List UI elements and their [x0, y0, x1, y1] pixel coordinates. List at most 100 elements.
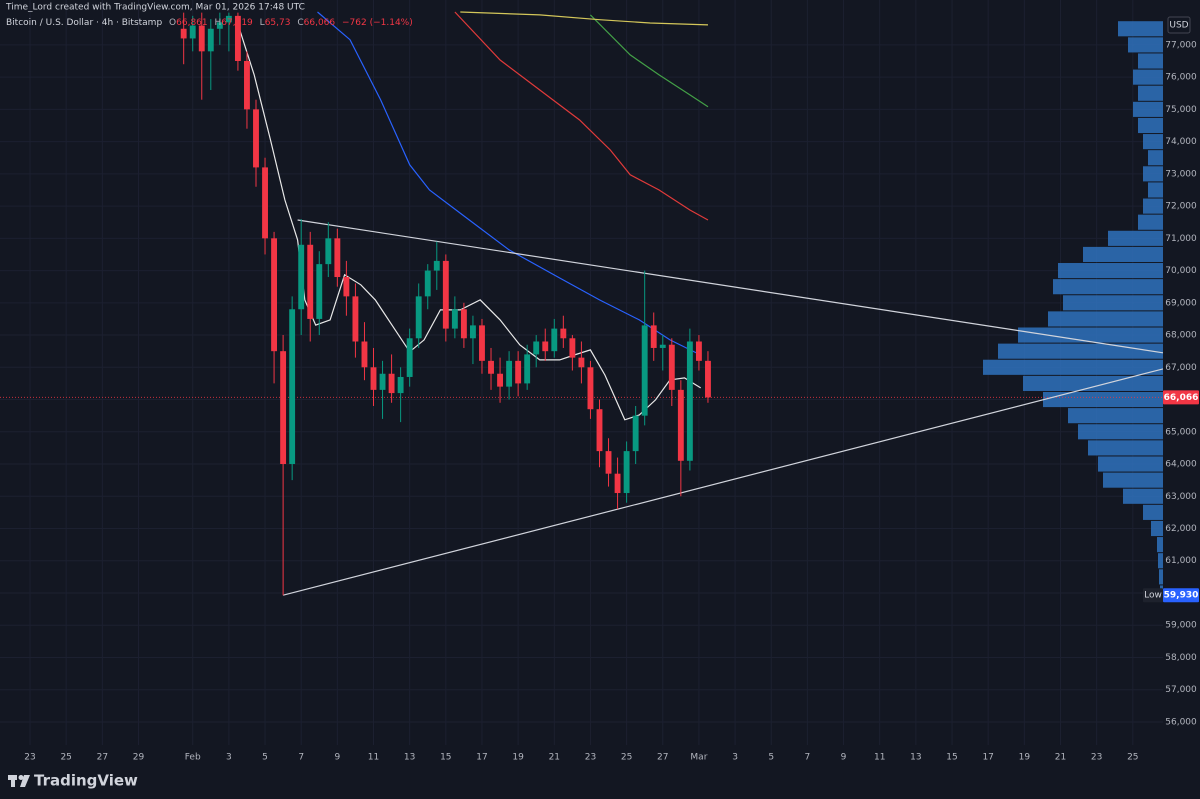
- volume-profile-bar: [1143, 504, 1163, 520]
- plot-area: [0, 0, 1163, 745]
- x-tick-label: Feb: [185, 753, 201, 763]
- x-tick-label: 19: [1019, 753, 1031, 763]
- ohlc-value: 65,73: [265, 18, 291, 28]
- volume-profile-bar: [1138, 117, 1163, 134]
- candle-body: [244, 61, 250, 110]
- candle-body: [379, 373, 386, 390]
- volume-profile-bar: [983, 359, 1163, 375]
- x-tick-label: 15: [440, 753, 451, 763]
- x-tick-label: 17: [476, 753, 487, 763]
- candle-body: [515, 360, 522, 384]
- x-tick-label: Mar: [690, 753, 707, 763]
- volume-profile-bar: [1103, 472, 1163, 488]
- price-label-box: [1163, 588, 1199, 603]
- x-tick-label: 25: [621, 753, 632, 763]
- ohlc-key: O: [169, 18, 176, 28]
- volume-profile-bar: [1023, 375, 1163, 391]
- candle-body: [316, 264, 323, 319]
- candle-body: [343, 277, 350, 297]
- candle-body: [280, 351, 287, 465]
- ohlc-value: 66,066: [304, 18, 336, 28]
- volume-profile-bar: [1133, 69, 1163, 85]
- x-tick-label: 15: [946, 753, 957, 763]
- candle-body: [488, 360, 494, 374]
- x-tick-label: 21: [1055, 753, 1066, 763]
- y-tick-label: 67,000: [1165, 363, 1197, 373]
- x-tick-label: 11: [874, 753, 885, 763]
- candle-body: [623, 451, 630, 494]
- y-tick-label: 68,000: [1165, 331, 1197, 341]
- candle-body: [234, 15, 241, 62]
- candle-body: [659, 344, 666, 348]
- candle-body: [632, 415, 639, 452]
- ohlc-key: L: [260, 18, 265, 28]
- volume-profile-bar: [1053, 279, 1163, 295]
- volume-profile-bar: [1068, 408, 1163, 424]
- currency[interactable]: USD: [1169, 21, 1188, 31]
- candle-body: [479, 325, 485, 361]
- candle-body: [451, 309, 458, 329]
- candle-body: [497, 373, 503, 387]
- ohlc-key: H: [215, 18, 222, 28]
- candle-body: [289, 309, 296, 465]
- candle-body: [262, 167, 268, 239]
- volume-profile-bar: [1159, 569, 1163, 585]
- x-tick-label: 11: [368, 753, 379, 763]
- moving-average: [589, 14, 709, 108]
- x-tick-label: 25: [1127, 753, 1138, 763]
- candle-body: [524, 354, 531, 384]
- candle-body: [352, 296, 359, 342]
- y-tick-label: 57,000: [1165, 685, 1197, 695]
- x-tick-label: 23: [1091, 753, 1102, 763]
- candle-body: [668, 344, 675, 390]
- candle-body: [569, 338, 576, 358]
- credit: Time_Lord created with TradingView.com, …: [5, 3, 305, 13]
- candle-body: [207, 28, 214, 52]
- candle-body: [334, 238, 341, 278]
- volume-profile-bar: [1063, 295, 1163, 311]
- y-tick-label: 76,000: [1165, 73, 1197, 83]
- brand-logo: [8, 775, 30, 787]
- candle-body: [686, 341, 693, 461]
- x-tick-label: 5: [768, 753, 774, 763]
- candle-body: [560, 328, 567, 339]
- ohlc-value: 66,861: [176, 18, 208, 28]
- x-tick-label: 9: [841, 753, 847, 763]
- candle-body: [180, 28, 187, 39]
- candle-body: [650, 325, 657, 348]
- volume-profile-bar: [1128, 37, 1163, 53]
- symbol: Bitcoin / U.S. Dollar · 4h · Bitstamp: [6, 18, 162, 28]
- x-tick-label: 19: [512, 753, 524, 763]
- volume-profile-bar: [1048, 311, 1163, 327]
- candle-body: [397, 376, 404, 394]
- candle-body: [388, 373, 395, 394]
- candle-body: [271, 238, 278, 352]
- x-tick-label: 7: [805, 753, 811, 763]
- symbol-line: Bitcoin / U.S. Dollar · 4h · Bitstamp O6…: [6, 18, 413, 28]
- x-tick-label: 5: [262, 753, 268, 763]
- candle-body: [596, 409, 603, 452]
- y-tick-label: 65,000: [1165, 427, 1197, 437]
- volume-profile-bar: [1151, 520, 1163, 537]
- candle-body: [677, 389, 684, 461]
- y-tick-label: 69,000: [1165, 298, 1197, 308]
- x-tick-label: 29: [133, 753, 145, 763]
- x-tick-label: 21: [549, 753, 560, 763]
- candle-body: [198, 25, 205, 52]
- change: −762 (−1.14%): [342, 18, 413, 28]
- candle-body: [578, 357, 585, 368]
- x-tick-label: 3: [226, 753, 232, 763]
- currency-box[interactable]: [1167, 16, 1191, 34]
- y-tick-label: 63,000: [1165, 492, 1197, 502]
- y-tick-label: 62,000: [1165, 524, 1197, 534]
- price-label-box: [1163, 390, 1199, 405]
- logo-part: [20, 775, 30, 787]
- y-tick-label: 73,000: [1165, 169, 1197, 179]
- y-tick-label: 59,000: [1165, 621, 1197, 631]
- candle-body: [551, 328, 558, 352]
- volume-profile-bar: [1098, 456, 1163, 472]
- candle-body: [370, 367, 377, 390]
- candle-body: [216, 22, 223, 29]
- candle-body: [189, 25, 196, 39]
